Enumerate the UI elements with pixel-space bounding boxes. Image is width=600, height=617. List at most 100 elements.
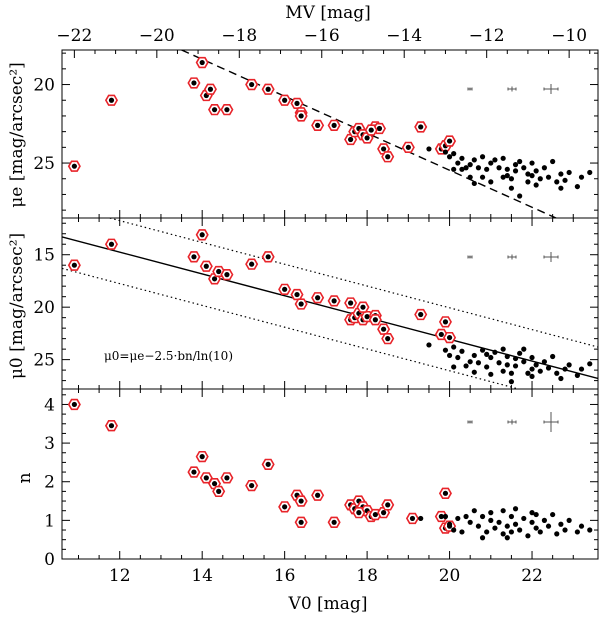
plot-area [67, 398, 593, 541]
data-point [488, 510, 494, 516]
point-dot [298, 301, 304, 307]
point-dot [191, 80, 197, 86]
data-point [479, 513, 486, 520]
data-point [545, 523, 552, 529]
data-point [508, 176, 515, 182]
data-point [529, 366, 535, 372]
data-point [525, 179, 531, 185]
data-point [475, 523, 482, 529]
panel-top: −22 −20 −18 −16 −14 −12 −10 20 25 [33, 26, 599, 219]
data-point [463, 513, 469, 520]
data-point [558, 171, 564, 177]
point-dot [381, 326, 387, 332]
ylabel-top: μe [mag/arcsec²] [7, 62, 27, 208]
point-dot [372, 511, 378, 518]
data-point [521, 515, 527, 522]
x-tick-label: 16 [274, 566, 296, 586]
data-point [512, 162, 519, 168]
data-point [574, 372, 580, 378]
x-tick-label: 20 [439, 566, 461, 586]
data-point [574, 183, 580, 190]
data-point [492, 349, 498, 355]
data-point [537, 368, 543, 374]
plot-area [62, 218, 598, 389]
point-dot [224, 107, 230, 113]
data-point [533, 168, 539, 174]
point-dot [282, 286, 288, 292]
data-point [529, 373, 535, 380]
point-dot [442, 490, 449, 496]
point-dot [249, 261, 255, 267]
point-dot [211, 276, 218, 282]
data-point [446, 154, 453, 160]
y-tick-label: 20 [33, 76, 55, 96]
data-point [566, 362, 572, 368]
panel-middle: 15 20 25 [33, 217, 599, 390]
data-point [504, 362, 510, 368]
data-point [554, 531, 560, 537]
point-dot [71, 163, 77, 169]
point-dot [191, 469, 197, 475]
plot-area [67, 50, 593, 218]
data-point [467, 162, 473, 168]
point-dot [315, 492, 321, 498]
point-dot [381, 146, 387, 152]
point-dot [108, 241, 115, 247]
top-axis-tick-label: −22 [56, 26, 92, 46]
data-point [475, 360, 482, 366]
point-dot [249, 482, 255, 489]
x-tick-label: 12 [109, 566, 131, 586]
data-point [550, 353, 556, 360]
point-dot [199, 59, 205, 66]
point-dot [265, 461, 271, 467]
point-dot [405, 144, 411, 150]
data-point [521, 346, 527, 352]
data-point [512, 168, 519, 174]
point-dot [348, 136, 354, 143]
data-point [442, 347, 449, 353]
data-point [496, 519, 502, 525]
xlabel-bottom: V0 [mag] [288, 594, 368, 614]
data-point [488, 354, 494, 361]
y-tick-label: 2 [44, 473, 55, 493]
data-point [529, 160, 535, 166]
data-point [484, 166, 490, 172]
data-point [529, 173, 535, 179]
data-point [451, 344, 457, 350]
data-point [488, 371, 494, 377]
data-point [508, 379, 515, 385]
data-point [517, 158, 523, 165]
data-point [492, 157, 498, 163]
point-dot [315, 295, 321, 301]
point-dot [294, 100, 300, 106]
y-tick-label: 25 [33, 154, 55, 174]
x-tick-label: 22 [521, 566, 543, 586]
data-point [533, 525, 539, 531]
point-dot [368, 127, 374, 133]
data-point [479, 154, 486, 160]
data-point [578, 366, 585, 372]
point-dot [71, 262, 77, 268]
top-axis-label: MV [mag] [285, 3, 371, 23]
data-point [500, 508, 506, 514]
data-point [545, 365, 552, 371]
panel-frame [61, 49, 599, 219]
data-point [550, 158, 556, 165]
data-point [442, 513, 449, 520]
point-dot [364, 314, 370, 320]
data-point [500, 368, 506, 374]
point-dot [331, 298, 337, 304]
data-point [512, 506, 519, 512]
data-point [455, 160, 461, 166]
data-point [459, 348, 465, 354]
band-line [107, 218, 598, 348]
data-point [587, 527, 593, 533]
data-point [529, 510, 535, 516]
point-dot [446, 138, 453, 144]
data-point [484, 364, 490, 370]
data-point [512, 521, 519, 527]
data-point [587, 361, 593, 367]
point-dot [224, 272, 230, 278]
middle-annotation: μ0=μe−2.5·bn/ln(10) [104, 349, 233, 363]
